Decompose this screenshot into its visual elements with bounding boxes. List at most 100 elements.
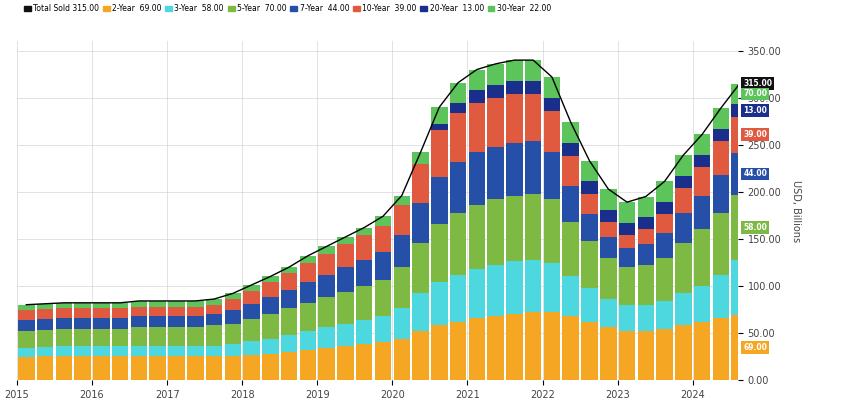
Bar [149, 327, 166, 346]
Bar [469, 69, 485, 90]
Text: 315.00: 315.00 [744, 79, 773, 88]
Bar [638, 265, 654, 305]
Bar [656, 202, 672, 214]
Bar [393, 205, 410, 235]
Bar [112, 309, 128, 318]
Bar [449, 83, 466, 103]
Bar [206, 325, 222, 346]
Bar [338, 323, 354, 346]
Bar [731, 153, 748, 195]
Bar [619, 235, 635, 248]
Bar [506, 81, 522, 94]
Bar [206, 305, 222, 314]
Bar [469, 318, 485, 380]
Bar [375, 316, 391, 342]
Bar [168, 301, 185, 306]
Bar [262, 314, 279, 339]
Bar [675, 293, 692, 325]
Bar [36, 356, 53, 380]
Bar [299, 256, 316, 263]
Bar [206, 356, 222, 380]
Bar [731, 116, 748, 153]
Bar [281, 267, 298, 273]
Bar [75, 318, 91, 329]
Bar [393, 267, 410, 309]
Bar [36, 347, 53, 356]
Bar [488, 85, 504, 98]
Bar [544, 98, 561, 111]
Bar [131, 306, 148, 316]
Bar [149, 301, 166, 306]
Bar [712, 275, 729, 318]
Bar [656, 214, 672, 233]
Bar [581, 194, 598, 214]
Bar [168, 306, 185, 316]
Bar [525, 194, 541, 259]
Bar [93, 318, 109, 329]
Bar [56, 356, 72, 380]
Bar [619, 305, 635, 331]
Bar [525, 81, 541, 94]
Bar [412, 293, 429, 331]
Bar [600, 258, 616, 299]
Bar [149, 356, 166, 380]
Bar [18, 331, 35, 348]
Bar [412, 331, 429, 380]
Y-axis label: USD, Billions: USD, Billions [791, 180, 801, 242]
Bar [731, 195, 748, 261]
Bar [299, 331, 316, 350]
Bar [581, 322, 598, 380]
Bar [449, 275, 466, 322]
Bar [544, 77, 561, 98]
Bar [356, 286, 372, 320]
Bar [694, 135, 711, 155]
Bar [262, 339, 279, 354]
Bar [281, 352, 298, 380]
Bar [75, 356, 91, 380]
Bar [506, 60, 522, 81]
Bar [168, 356, 185, 380]
Bar [262, 297, 279, 314]
Bar [449, 322, 466, 380]
Bar [75, 346, 91, 356]
Bar [562, 122, 579, 143]
Bar [675, 176, 692, 188]
Bar [131, 316, 148, 327]
Bar [638, 217, 654, 230]
Bar [356, 259, 372, 286]
Bar [18, 357, 35, 380]
Bar [206, 346, 222, 356]
Bar [619, 267, 635, 305]
Bar [488, 265, 504, 316]
Bar [675, 242, 692, 293]
Bar [731, 83, 748, 104]
Bar [75, 329, 91, 346]
Bar [338, 267, 354, 292]
Bar [600, 237, 616, 258]
Bar [731, 104, 748, 116]
Bar [375, 225, 391, 252]
Text: 58.00: 58.00 [744, 223, 767, 232]
Bar [469, 269, 485, 318]
Bar [225, 323, 241, 344]
Bar [56, 303, 72, 309]
Bar [281, 309, 298, 335]
Bar [544, 312, 561, 380]
Bar [131, 356, 148, 380]
Bar [131, 346, 148, 356]
Bar [600, 327, 616, 380]
Bar [431, 177, 448, 224]
Bar [694, 155, 711, 167]
Bar [469, 103, 485, 152]
Bar [36, 330, 53, 347]
Bar [449, 162, 466, 213]
Bar [281, 290, 298, 309]
Bar [488, 316, 504, 380]
Text: 70.00: 70.00 [744, 90, 767, 98]
Bar [206, 314, 222, 325]
Bar [18, 348, 35, 357]
Bar [562, 143, 579, 156]
Bar [93, 356, 109, 380]
Bar [712, 129, 729, 141]
Bar [525, 94, 541, 141]
